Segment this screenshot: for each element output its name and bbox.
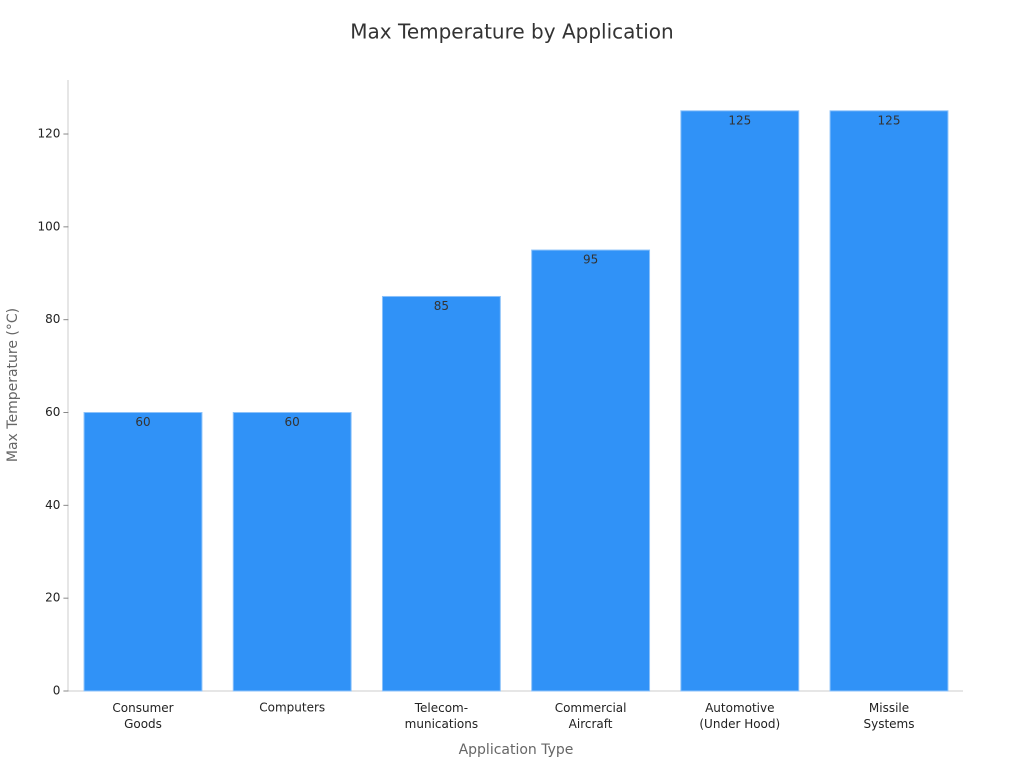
- bar: [829, 110, 949, 692]
- bar: [680, 110, 800, 692]
- bar: [381, 295, 501, 692]
- y-tick-label: 20: [45, 591, 60, 605]
- x-tick-label: Missile Systems: [864, 701, 915, 731]
- value-label: 95: [583, 253, 598, 267]
- value-label: 60: [285, 415, 300, 429]
- y-axis-label: Max Temperature (°C): [5, 308, 21, 462]
- value-label: 85: [434, 299, 449, 313]
- x-tick-label: Commercial Aircraft: [555, 701, 627, 731]
- y-tick-label: 60: [45, 405, 60, 419]
- x-axis-label: Application Type: [459, 742, 574, 758]
- value-label: 60: [135, 415, 150, 429]
- value-label: 125: [878, 113, 901, 127]
- y-tick-label: 120: [37, 127, 60, 141]
- chart-title: Max Temperature by Application: [350, 20, 673, 44]
- y-tick-label: 40: [45, 498, 60, 512]
- x-tick-label: Computers: [259, 701, 325, 715]
- x-tick-label: Automotive (Under Hood): [699, 701, 780, 731]
- bar: [83, 412, 203, 692]
- y-tick-label: 80: [45, 312, 60, 326]
- value-label: 125: [728, 113, 751, 127]
- bar: [531, 249, 651, 692]
- bar: [232, 412, 352, 692]
- x-tick-label: Consumer Goods: [112, 701, 173, 731]
- x-tick-label: Telecom-munications: [405, 701, 478, 731]
- y-tick-label: 100: [37, 219, 60, 233]
- y-tick-label: 0: [53, 684, 61, 698]
